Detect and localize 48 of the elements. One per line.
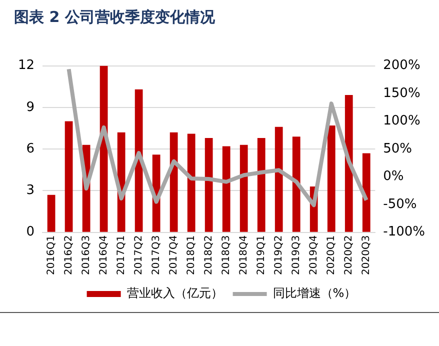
bar [362,153,370,232]
bar [274,126,283,232]
bar [327,125,336,232]
x-tick-label: 2018Q1 [186,235,197,276]
chart-title: 图表 2 公司营收季度变化情况 [14,8,215,27]
x-tick-label: 2019Q4 [308,235,320,276]
x-tick-label: 2018Q3 [220,235,232,276]
bar [170,132,178,232]
x-tick-label: 2016Q4 [98,235,110,276]
x-tick-label: 2017Q3 [150,235,162,276]
x-tick-label: 2017Q4 [168,235,180,276]
x-tick-label: 2016Q3 [80,235,92,276]
bar [344,94,353,232]
x-tick-label: 2020Q2 [343,235,354,276]
x-tick-label: 2018Q2 [203,235,214,276]
bar [292,136,300,232]
bar [204,138,213,232]
y2-tick-label: -50% [383,196,417,212]
x-tick-label: 2019Q2 [273,235,284,276]
x-tick-label: 2017Q2 [133,235,144,276]
x-tick-label: 2016Q2 [63,235,74,276]
bar [64,121,73,232]
y-tick-label: 9 [26,100,35,115]
y2-tick-label: -100% [383,224,426,240]
y2-tick-label: 50% [383,141,412,156]
y2-tick-label: 200% [383,58,420,74]
y-tick-label: 12 [18,58,35,74]
legend-label: 同比增速（%） [272,286,356,300]
x-tick-label: 2020Q3 [360,235,372,276]
y-tick-label: 0 [26,224,35,240]
x-tick-label: 2020Q1 [326,235,337,276]
x-tick-label: 2019Q1 [256,235,267,276]
y2-tick-label: 0% [383,169,404,184]
y-tick-label: 3 [26,183,35,198]
legend-label: 营业收入（亿元） [126,286,223,300]
y2-tick-label: 100% [383,114,420,129]
bar [222,146,230,232]
x-tick-label: 2016Q1 [46,235,57,276]
bar [134,89,143,232]
bar [257,138,266,232]
x-tick-label: 2019Q3 [290,235,302,276]
bar [187,134,196,232]
bar [240,144,248,232]
x-tick-label: 2017Q1 [116,235,127,276]
y-tick-label: 6 [26,141,35,156]
y2-tick-label: 150% [383,86,420,101]
bar [47,194,56,232]
x-tick-label: 2018Q4 [238,235,250,276]
